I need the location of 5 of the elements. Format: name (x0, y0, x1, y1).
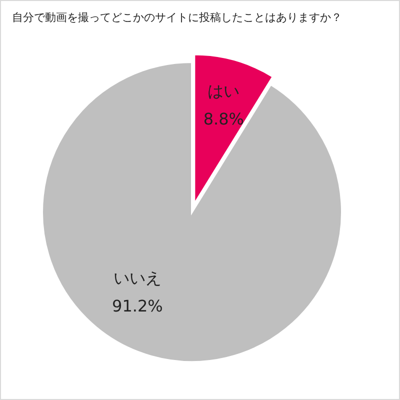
slice-label: いいえ (113, 268, 162, 288)
slice-label: はい (208, 81, 240, 100)
chart-title: 自分で動画を撮ってどこかのサイトに投稿したことはありますか？ (12, 11, 342, 24)
data-label: 91.2% (112, 296, 163, 316)
data-label: 8.8% (203, 109, 244, 128)
